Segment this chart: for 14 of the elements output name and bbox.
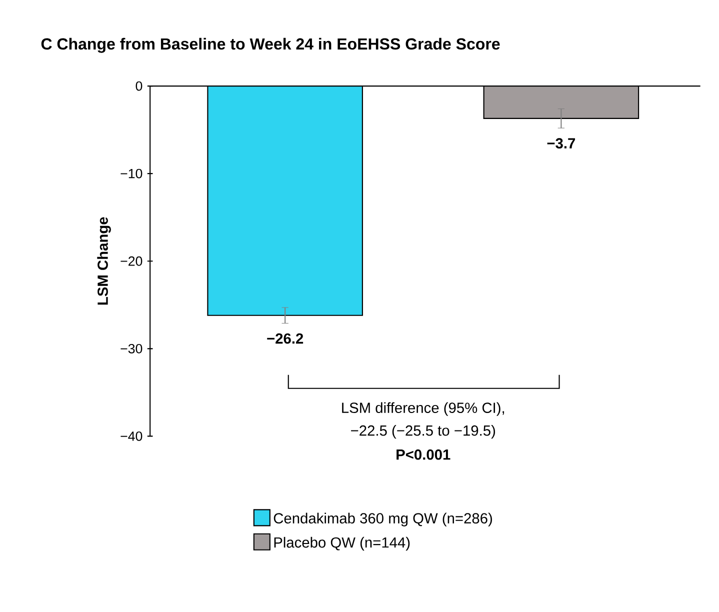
- y-tick-label: −30: [120, 344, 142, 354]
- legend-label: Cendakimab 360 mg QW (n=286): [274, 512, 492, 526]
- y-tick-label: −10: [120, 168, 142, 178]
- text: P<0.001: [396, 449, 450, 460]
- annotation: −22.5 (−25.5 to −19.5): [351, 424, 496, 439]
- y-axis-title: LSM Change: [97, 217, 111, 304]
- annotation: LSM difference (95% CI),: [342, 402, 504, 416]
- chart-title: C Change from Baseline to Week 24 in EoEHSS Grade Score: [41, 38, 500, 53]
- y-tick-label: −20: [120, 256, 142, 266]
- y-tick-label: −40: [120, 431, 142, 441]
- legend-label: Placebo QW (n=144): [274, 536, 410, 550]
- data-label: −26.2: [267, 333, 304, 344]
- y-tick-label: 0: [136, 81, 142, 91]
- data-label: −3.7: [547, 138, 576, 148]
